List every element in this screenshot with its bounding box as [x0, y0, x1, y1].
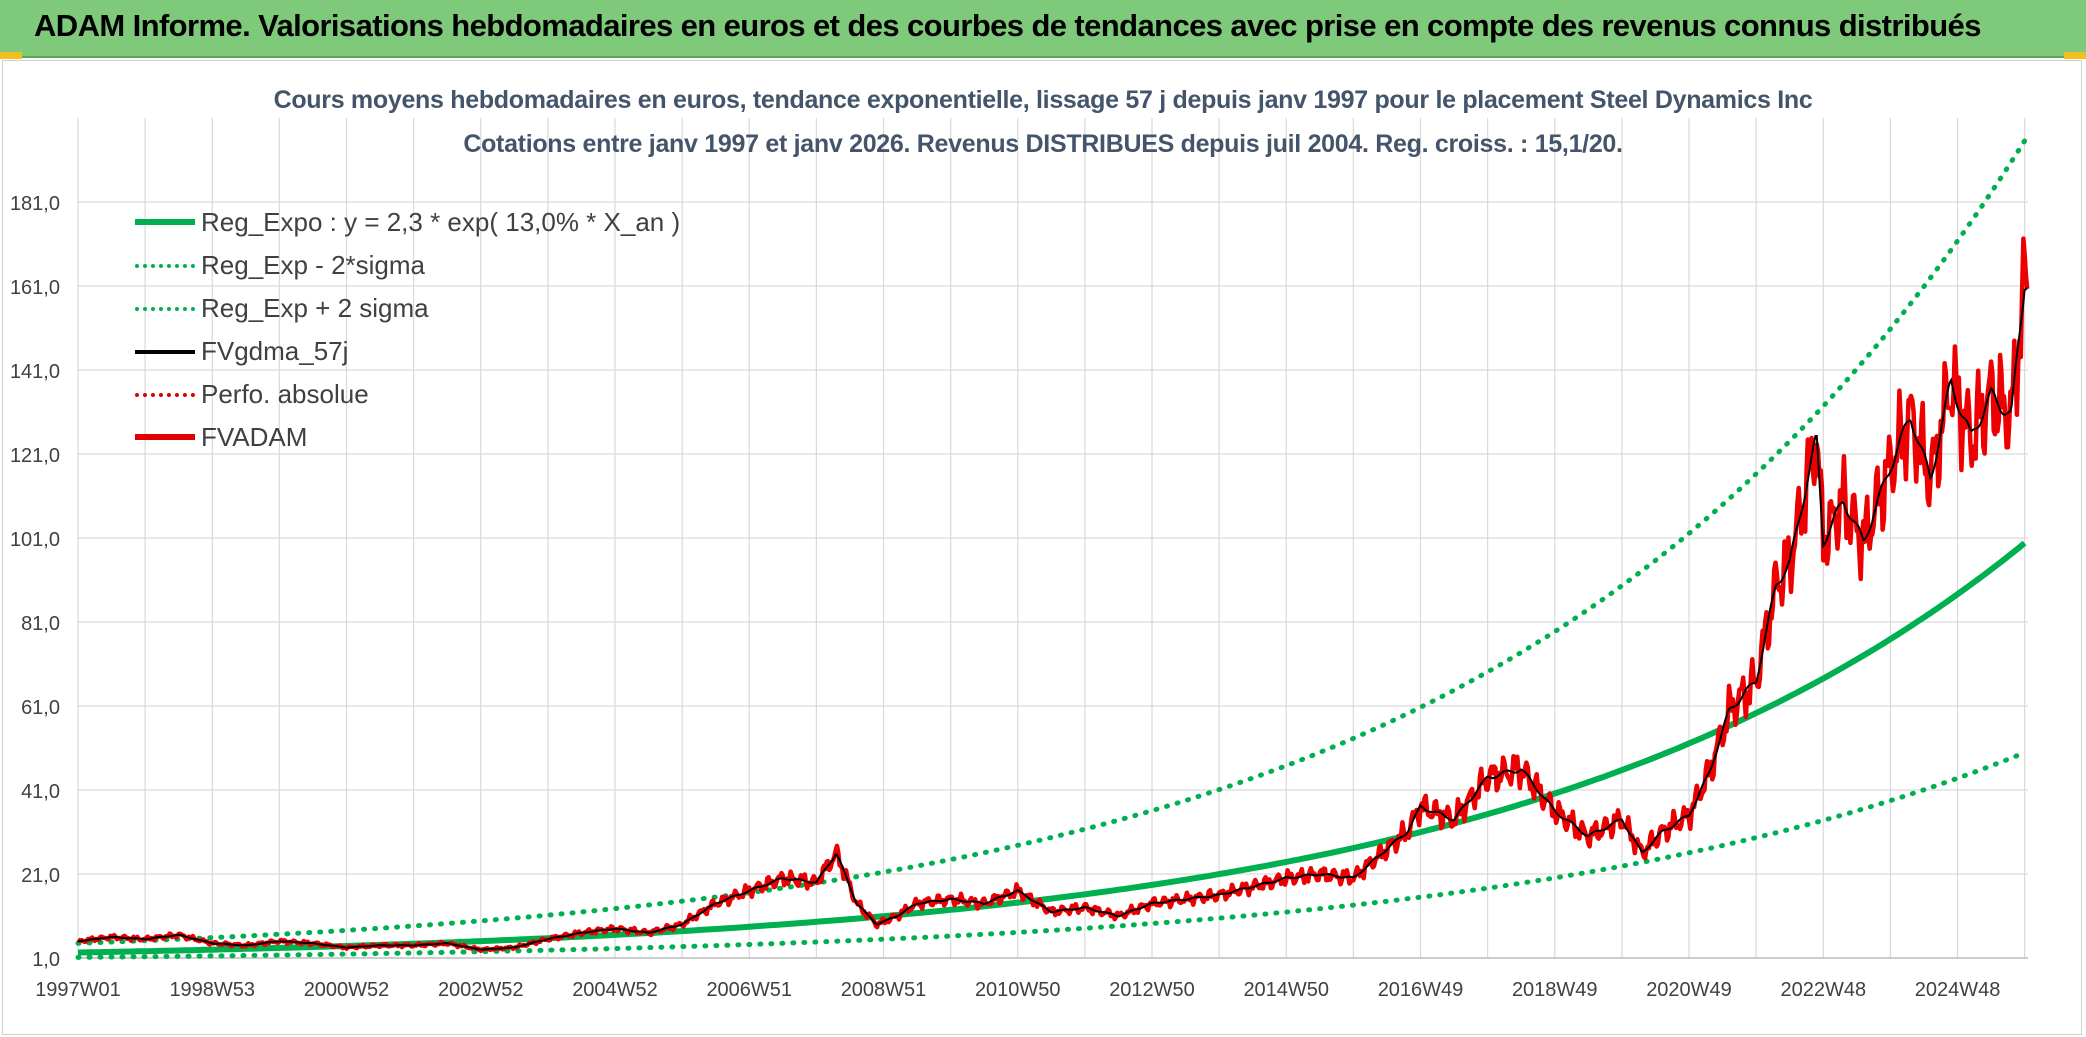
legend-swatch	[135, 434, 195, 440]
x-tick-label: 2006W51	[706, 979, 792, 1001]
chart-subtitle: Cotations entre janv 1997 et janv 2026. …	[463, 130, 1623, 158]
y-tick-label: 141,0	[10, 361, 60, 383]
series-reg-exp-plus-2-sigma	[75, 138, 2028, 946]
chart-series	[75, 138, 2030, 960]
y-tick-label: 121,0	[10, 445, 60, 467]
y-tick-label: 61,0	[21, 697, 60, 719]
chart-title: Cours moyens hebdomadaires en euros, ten…	[273, 86, 1813, 114]
x-tick-label: 2012W50	[1109, 979, 1195, 1001]
x-tick-label: 2024W48	[1915, 979, 2001, 1001]
y-tick-label: 181,0	[10, 193, 60, 215]
legend-item: Reg_Exp + 2 sigma	[135, 288, 735, 328]
x-tick-label: 2014W50	[1243, 979, 1329, 1001]
chart-frame	[2, 60, 2082, 1035]
legend-label: Reg_Exp + 2 sigma	[201, 293, 429, 323]
report-title: ADAM Informe. Valorisations hebdomadaire…	[34, 8, 1981, 43]
x-tick-label: 2010W50	[975, 979, 1061, 1001]
legend-swatch	[135, 219, 195, 225]
legend-label: Reg_Exp - 2*sigma	[201, 250, 425, 280]
x-tick-label: 1998W53	[169, 979, 255, 1001]
series-reg-expo	[77, 540, 2027, 956]
legend-item: Reg_Exp - 2*sigma	[135, 245, 735, 285]
series-fvgdma-57j	[78, 287, 2028, 951]
legend-label: Perfo. absolue	[201, 379, 369, 409]
report-header: ADAM Informe. Valorisations hebdomadaire…	[0, 0, 2086, 58]
legend-swatch	[135, 307, 195, 311]
y-tick-label: 1,0	[32, 949, 60, 971]
x-tick-label: 2004W52	[572, 979, 658, 1001]
legend-swatch	[135, 350, 195, 354]
x-tick-label: 2002W52	[438, 979, 524, 1001]
y-axis-ticks: 1,0 21,0 41,0 61,0 81,0 101,0 121,0 141,0 161,0 1…	[10, 193, 60, 971]
y-tick-label: 21,0	[21, 865, 60, 887]
x-axis-ticks: 1997W01 1998W53 2000W52 2002W52 2004W52 2006W…	[35, 979, 2000, 1001]
legend-swatch	[135, 264, 195, 268]
x-tick-label: 2008W51	[841, 979, 927, 1001]
x-tick-label: 2018W49	[1512, 979, 1598, 1001]
chart-grid	[77, 118, 2028, 959]
legend-label: Reg_Expo : y = 2,3 * exp( 13,0% * X_an )	[201, 207, 681, 237]
legend-item: FVgdma_57j	[135, 331, 735, 371]
x-tick-label: 2000W52	[304, 979, 390, 1001]
corner-mark-right	[2064, 52, 2086, 59]
legend-item: FVADAM	[135, 417, 735, 457]
x-tick-label: 2016W49	[1378, 979, 1464, 1001]
y-tick-label: 41,0	[21, 781, 60, 803]
y-tick-label: 81,0	[21, 613, 60, 635]
series-fvadam	[76, 236, 2030, 954]
legend-swatch	[135, 393, 195, 397]
x-tick-label: 2020W49	[1646, 979, 1732, 1001]
y-tick-label: 101,0	[10, 529, 60, 551]
legend-label: FVADAM	[201, 422, 308, 452]
x-tick-label: 1997W01	[35, 979, 121, 1001]
series-reg-exp-minus-2-sigma	[75, 750, 2028, 960]
legend-item: Perfo. absolue	[135, 374, 735, 414]
y-tick-label: 161,0	[10, 277, 60, 299]
corner-mark-left	[0, 52, 22, 59]
legend-label: FVgdma_57j	[201, 336, 349, 366]
x-tick-label: 2022W48	[1780, 979, 1866, 1001]
legend-item: Reg_Expo : y = 2,3 * exp( 13,0% * X_an )	[135, 202, 735, 242]
